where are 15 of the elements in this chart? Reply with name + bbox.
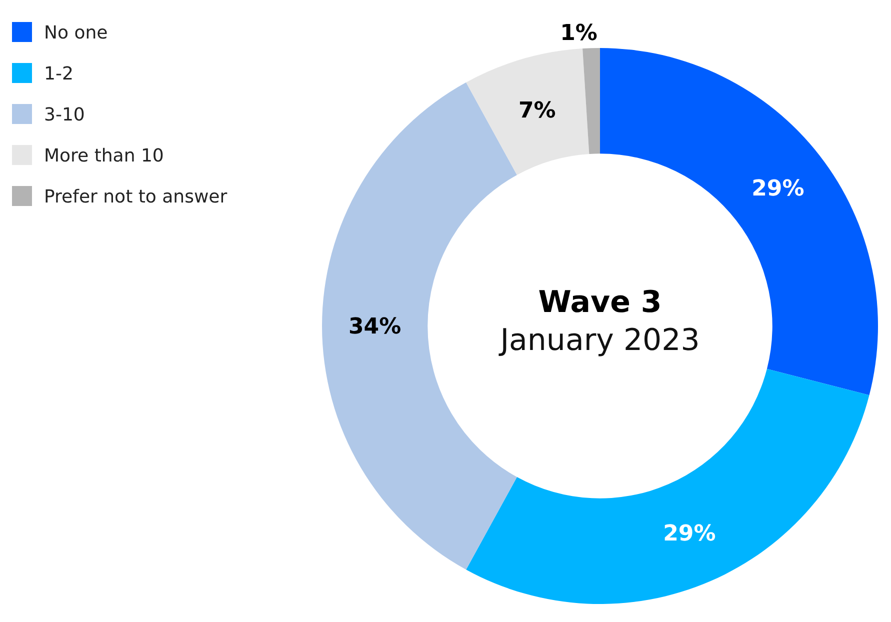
data-label: 7% — [518, 98, 556, 124]
data-label: 34% — [348, 314, 402, 340]
data-label: 1% — [560, 20, 598, 46]
text: Wave 3 — [538, 285, 662, 320]
donut-slice — [466, 368, 870, 604]
legend-label: 3-10 — [44, 104, 85, 126]
legend-label: Prefer not to answer — [44, 186, 228, 208]
legend-label: No one — [44, 22, 108, 44]
legend-label: More than 10 — [44, 145, 164, 166]
text: January 2023 — [498, 323, 700, 358]
data-label: 29% — [752, 176, 804, 202]
donut-slice — [466, 48, 590, 175]
legend-label: 1-2 — [44, 63, 74, 84]
data-label: 29% — [663, 521, 716, 546]
donut-slice — [582, 48, 600, 154]
